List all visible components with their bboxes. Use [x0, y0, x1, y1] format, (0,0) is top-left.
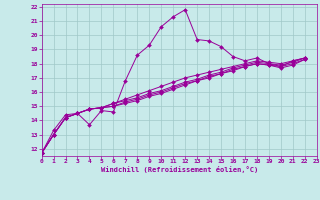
- X-axis label: Windchill (Refroidissement éolien,°C): Windchill (Refroidissement éolien,°C): [100, 166, 258, 173]
